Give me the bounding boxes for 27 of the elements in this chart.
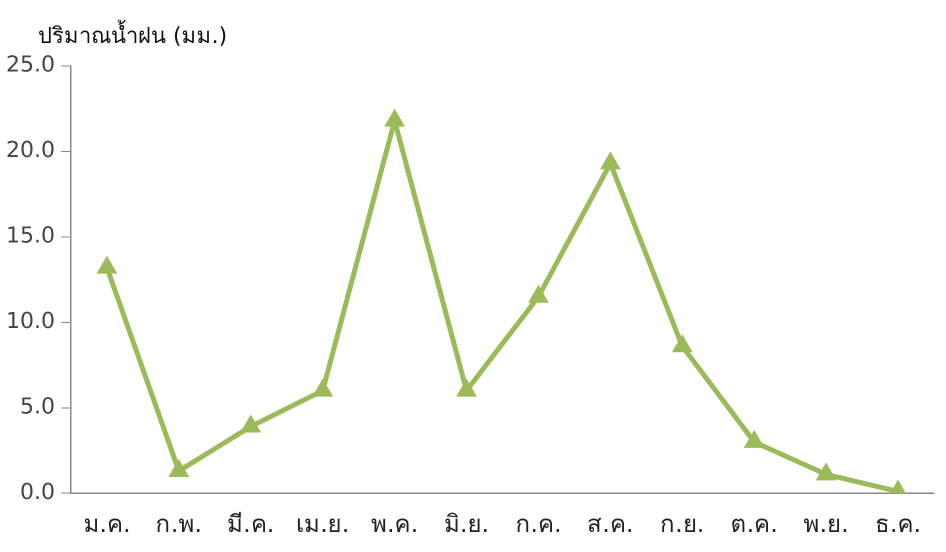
x-tick-label: ธ.ค.: [874, 510, 922, 538]
y-tick-label: 25.0: [6, 52, 55, 78]
x-tick-label: พ.ค.: [370, 510, 418, 538]
y-axis-title: ปริมาณน้ำฝน (มม.): [38, 18, 228, 51]
point: [528, 284, 549, 303]
y-tick-label: 20.0: [6, 138, 55, 164]
x-tick-label: ต.ค.: [730, 510, 778, 538]
x-tick-label: พ.ย.: [803, 510, 849, 538]
x-tick-label: ก.ย.: [660, 510, 704, 538]
point: [168, 458, 190, 477]
y-tick-label: 15.0: [6, 224, 55, 249]
point: [672, 334, 693, 352]
x-tick-label: ก.ค.: [515, 510, 562, 538]
x-tick-label: ก.พ.: [156, 510, 202, 538]
point: [600, 151, 621, 170]
point: [384, 108, 406, 127]
x-tick-label: เม.ย.: [296, 510, 350, 538]
point: [816, 462, 837, 480]
y-tick-label: 0.0: [20, 480, 55, 505]
point: [96, 256, 118, 274]
x-tick-label: ส.ค.: [587, 510, 634, 538]
point: [456, 378, 477, 397]
x-tick-label: มิ.ย.: [444, 510, 490, 538]
x-tick-label: มี.ค.: [227, 510, 274, 538]
x-tick-label: ม.ค.: [83, 510, 131, 538]
y-tick-label: 10.0: [6, 309, 55, 334]
y-tick-label: 5.0: [20, 394, 55, 420]
